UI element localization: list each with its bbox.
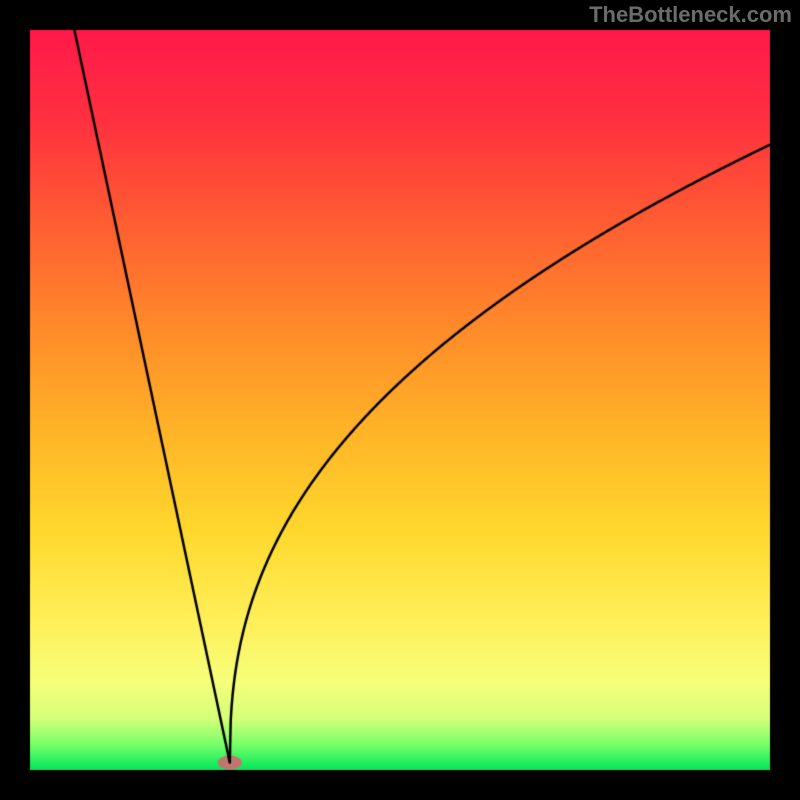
chart-stage: TheBottleneck.com xyxy=(0,0,800,800)
bottleneck-chart-canvas xyxy=(0,0,800,800)
